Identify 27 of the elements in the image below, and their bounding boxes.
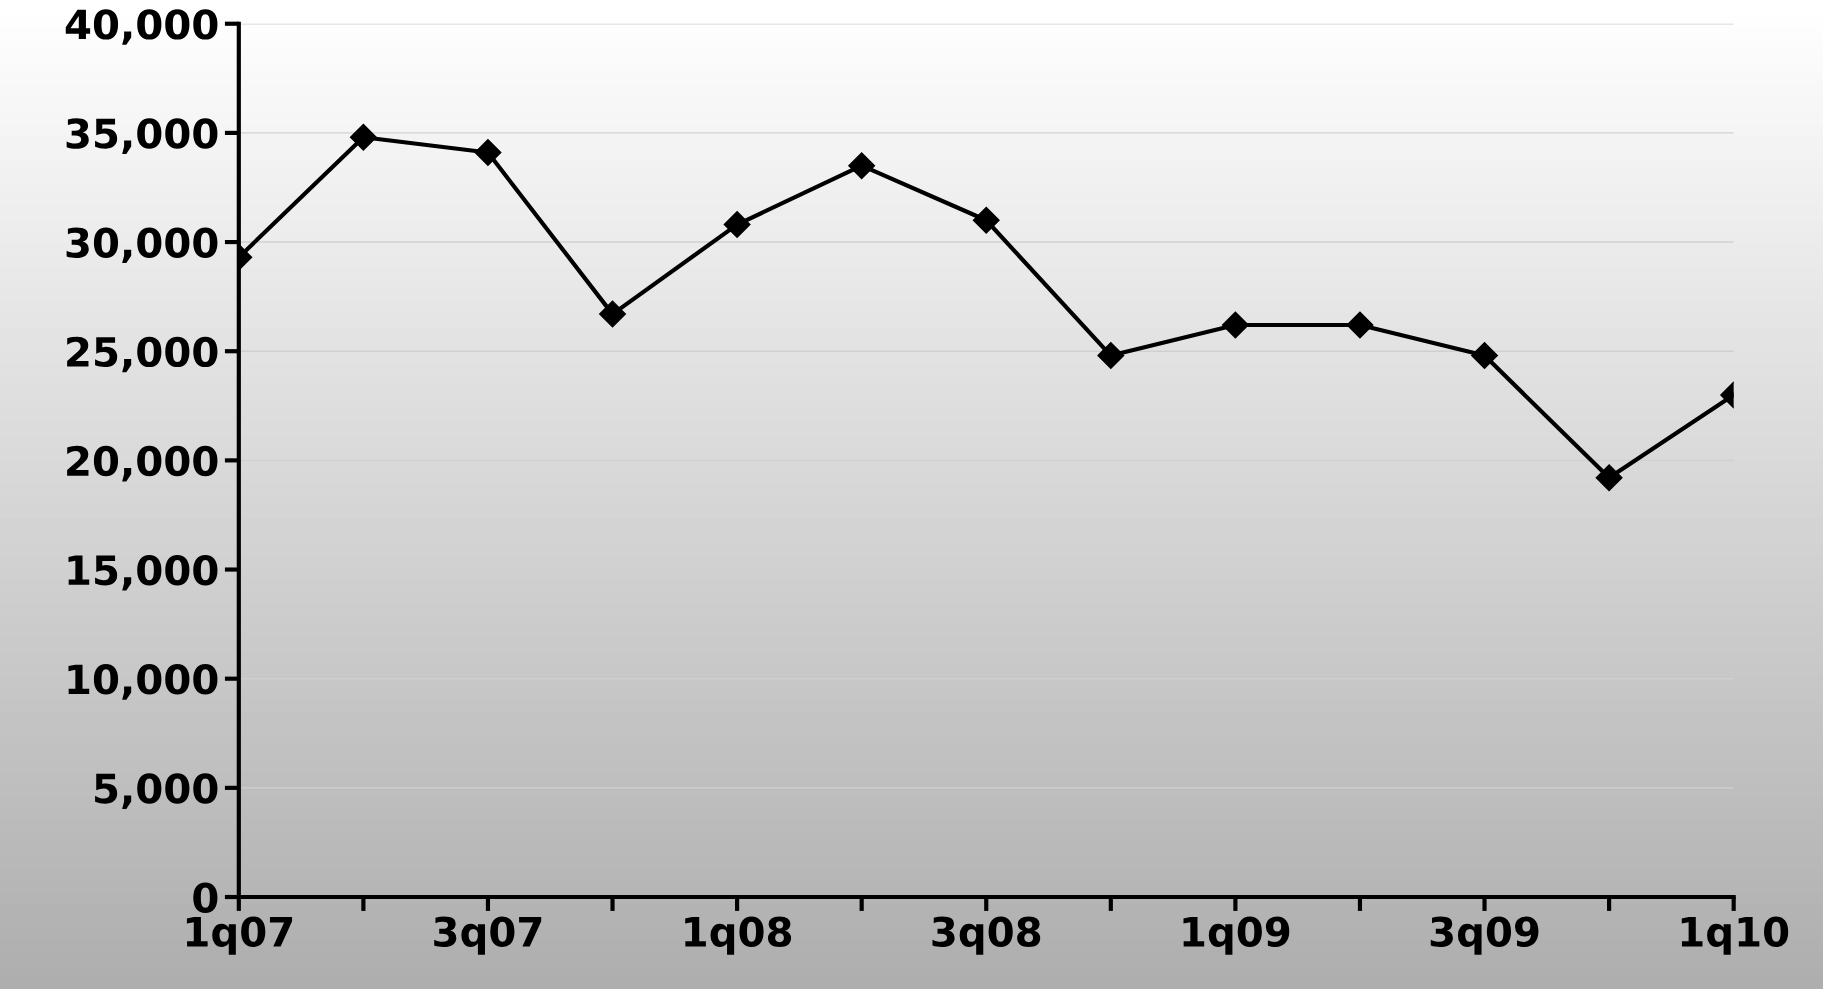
point [1471,342,1498,370]
x-tick-label: 1q10 [1681,916,1789,955]
point [1595,464,1623,492]
x-tick-label: 1q09 [1183,916,1290,955]
y-tick-label: 10,000 [68,664,218,700]
y-tick-label: 0 [193,882,218,913]
point [1097,342,1125,370]
x-tick-label: 3q09 [1430,916,1539,955]
y-tick-label: 40,000 [65,9,218,45]
point [474,139,502,167]
point [972,206,1000,234]
point [1221,311,1249,339]
x-tick-label: 1q07 [186,916,293,955]
y-tick-label: 20,000 [67,445,218,482]
y-tick-label: 35,000 [66,118,218,154]
x-tick-label: 3q08 [932,916,1041,955]
y-tick-label: 25,000 [67,336,218,373]
y-tick-label: 5,000 [95,773,218,809]
y-tick-label: 30,000 [66,227,218,264]
x-tick-label: 3q07 [434,916,542,955]
x-tick-label: 1q08 [685,916,792,955]
point [848,152,876,180]
point [599,300,626,328]
point [1346,311,1374,339]
point [349,123,377,151]
y-tick-label: 15,000 [68,554,218,591]
point [723,211,751,239]
